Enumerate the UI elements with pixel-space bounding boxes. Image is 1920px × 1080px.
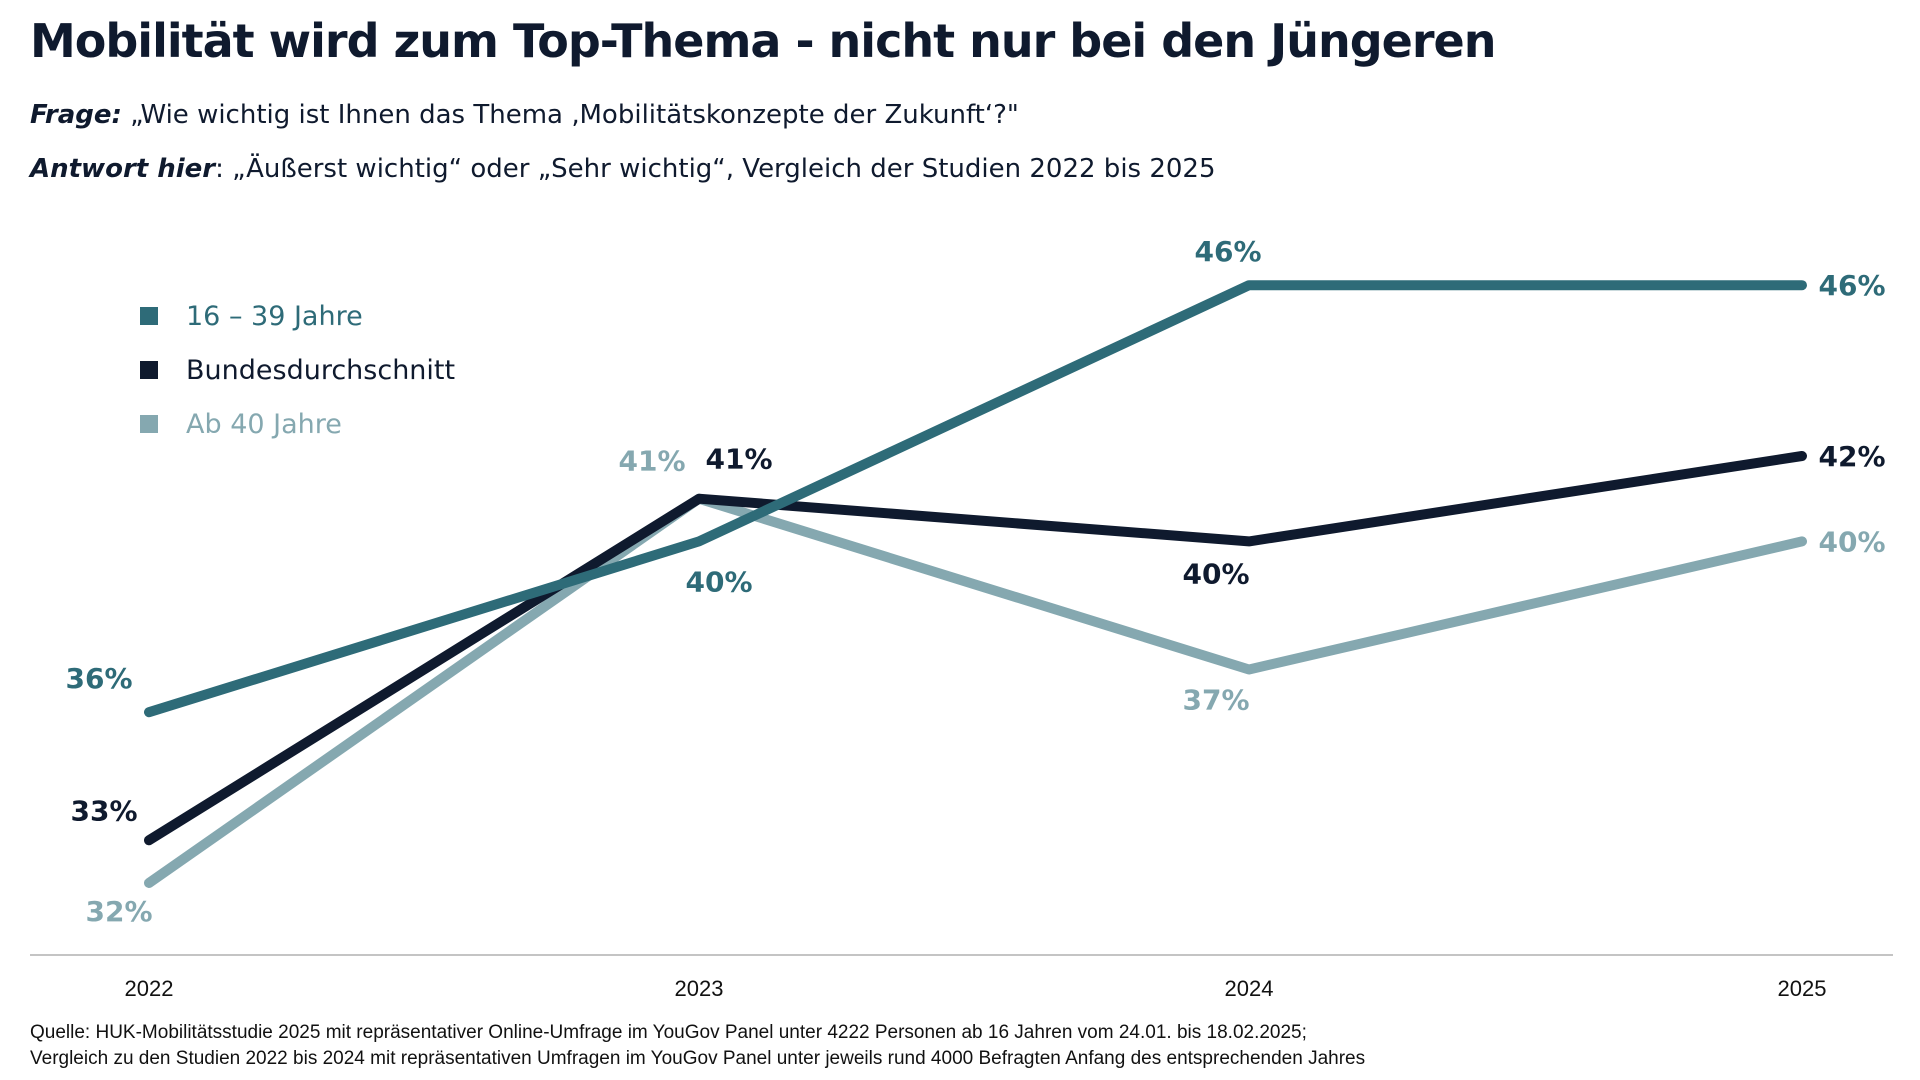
data-label-1-2024: 40%	[1182, 557, 1249, 590]
data-label-2-2022: 32%	[85, 895, 152, 928]
question-line: Frage: „Wie wichtig ist Ihnen das Thema …	[30, 100, 1019, 130]
question-lead: Frage:	[30, 100, 122, 130]
x-tick-label-2023: 2023	[675, 976, 724, 1001]
series-line-0	[144, 280, 1807, 718]
legend-swatch-0	[140, 307, 158, 325]
data-label-1-2025: 42%	[1818, 440, 1885, 473]
answer-line: Antwort hier: „Äußerst wichtig“ oder „Se…	[30, 154, 1216, 184]
x-tick-label-2025: 2025	[1778, 976, 1827, 1001]
legend-label-0: 16 – 39 Jahre	[186, 301, 363, 332]
data-label-0-2023: 40%	[685, 565, 752, 598]
data-label-2-2023: 41%	[618, 445, 685, 478]
x-tick-label-2024: 2024	[1225, 976, 1274, 1001]
question-text: „Wie wichtig ist Ihnen das Thema ‚Mobili…	[121, 100, 1019, 130]
source-line-2: Vergleich zu den Studien 2022 bis 2024 m…	[30, 1048, 1366, 1069]
legend-swatch-1	[140, 361, 158, 379]
data-label-2-2024: 37%	[1182, 684, 1249, 717]
answer-text: : „Äußerst wichtig“ oder „Sehr wichtig“,…	[215, 154, 1216, 184]
legend-label-2: Ab 40 Jahre	[186, 409, 342, 440]
source-line-1: Quelle: HUK-Mobilitätsstudie 2025 mit re…	[30, 1022, 1307, 1043]
x-tick-label-2022: 2022	[125, 976, 174, 1001]
data-label-1-2022: 33%	[70, 794, 137, 827]
data-label-1-2023: 41%	[705, 443, 772, 476]
data-label-0-2025: 46%	[1818, 269, 1885, 302]
legend-swatch-2	[140, 415, 158, 433]
answer-lead: Antwort hier	[30, 154, 216, 184]
chart-title: Mobilität wird zum Top-Thema - nicht nur…	[30, 14, 1496, 68]
legend-label-1: Bundesdurchschnitt	[186, 355, 455, 386]
data-label-2-2025: 40%	[1818, 525, 1885, 558]
source-note: Quelle: HUK-Mobilitätsstudie 2025 mit re…	[30, 1020, 1365, 1072]
series-line-1	[144, 451, 1807, 846]
data-label-0-2024: 46%	[1194, 235, 1261, 268]
data-label-0-2022: 36%	[65, 662, 132, 695]
series-line-2	[144, 493, 1807, 888]
